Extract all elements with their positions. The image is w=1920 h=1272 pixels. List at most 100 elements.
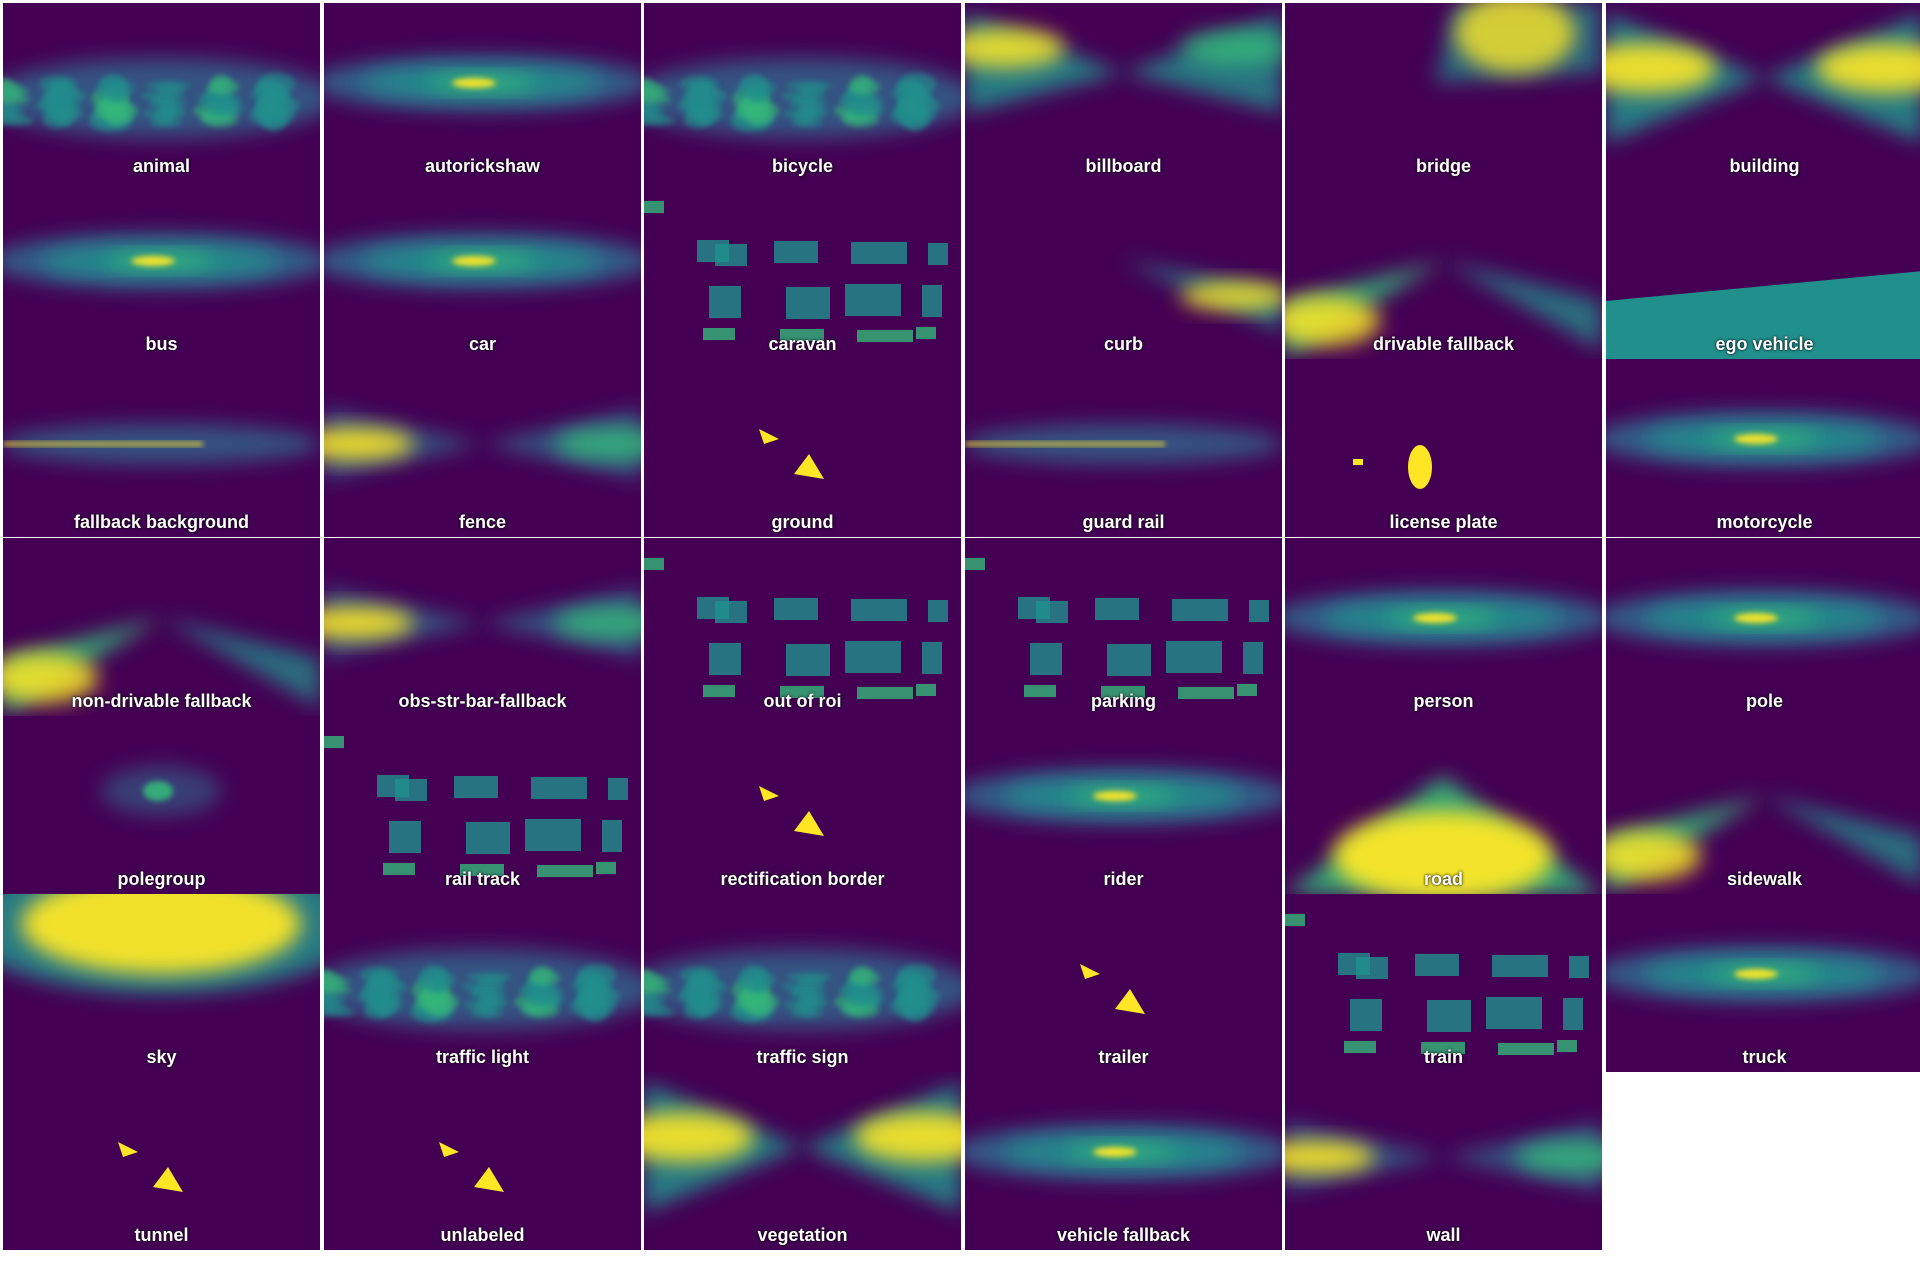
heatmap-tile-caravan: caravan	[644, 181, 961, 359]
heatmap-image	[1285, 894, 1602, 1072]
heatmap-tile-road: road	[1285, 716, 1602, 894]
heatmap-label: bridge	[1415, 156, 1471, 176]
heatmap-tile-unlabeled: unlabeled	[324, 1072, 641, 1250]
heatmap-tile-person: person	[1285, 538, 1602, 716]
heatmap-label: bicycle	[771, 156, 834, 176]
heatmap-tile-traffic-light: traffic light	[324, 894, 641, 1072]
heatmap-label: sky	[146, 1047, 177, 1067]
heatmap-label: pole	[1745, 691, 1783, 711]
heatmap-image	[1285, 538, 1602, 716]
heatmap-label: drivable fallback	[1372, 334, 1515, 354]
heatmap-image	[965, 3, 1282, 181]
heatmap-label: rider	[1103, 869, 1144, 889]
heatmap-image	[644, 894, 961, 1072]
heatmap-tile-animal: animal	[3, 3, 320, 181]
heatmap-label: train	[1423, 1047, 1463, 1067]
heatmap-tile-fallback-background: fallback background	[3, 359, 320, 537]
heatmap-tile-vehicle-fallback: vehicle fallback	[965, 1072, 1282, 1250]
heatmap-image	[644, 3, 961, 181]
heatmap-image	[1285, 3, 1602, 181]
heatmap-tile-polegroup: polegroup	[3, 716, 320, 894]
heatmap-label: guard rail	[1082, 512, 1165, 532]
heatmap-tile-car: car	[324, 181, 641, 359]
heatmap-image	[324, 181, 641, 359]
heatmap-tile-license-plate: license plate	[1285, 359, 1602, 537]
heatmap-tile-non-drivable-fallback: non-drivable fallback	[3, 538, 320, 716]
heatmap-tile-bridge: bridge	[1285, 3, 1602, 181]
heatmap-tile-wall: wall	[1285, 1072, 1602, 1250]
heatmap-label: tunnel	[134, 1225, 189, 1245]
heatmap-image	[324, 894, 641, 1072]
heatmap-tile-vegetation: vegetation	[644, 1072, 961, 1250]
heatmap-tile-out-of-roi: out of roi	[644, 538, 961, 716]
heatmap-label: caravan	[768, 334, 837, 354]
heatmap-image	[965, 716, 1282, 894]
heatmap-tile-bicycle: bicycle	[644, 3, 961, 181]
heatmap-label: road	[1423, 869, 1463, 889]
heatmap-label: billboard	[1085, 156, 1162, 176]
heatmap-label: parking	[1090, 691, 1156, 711]
heatmap-image	[644, 716, 961, 894]
heatmap-label: ground	[771, 512, 834, 532]
heatmap-label: rail track	[444, 869, 521, 889]
heatmap-image	[1606, 3, 1920, 181]
heatmap-image	[965, 181, 1282, 359]
heatmap-image	[3, 716, 320, 894]
heatmap-image	[1285, 359, 1602, 537]
heatmap-image	[3, 359, 320, 537]
heatmap-image	[1285, 1072, 1602, 1250]
heatmap-tile-pole: pole	[1606, 538, 1920, 716]
heatmap-image	[1285, 716, 1602, 894]
heatmap-tile-bus: bus	[3, 181, 320, 359]
heatmap-label: obs-str-bar-fallback	[398, 691, 567, 711]
heatmap-label: truck	[1742, 1047, 1787, 1067]
heatmap-tile-ground: ground	[644, 359, 961, 537]
heatmap-image	[324, 1072, 641, 1250]
heatmap-image	[3, 538, 320, 716]
heatmap-image	[965, 359, 1282, 537]
heatmap-image	[965, 1072, 1282, 1250]
heatmap-label: trailer	[1098, 1047, 1149, 1067]
heatmap-tile-trailer: trailer	[965, 894, 1282, 1072]
heatmap-tile-rail-track: rail track	[324, 716, 641, 894]
heatmap-image	[644, 538, 961, 716]
heatmap-label: person	[1413, 691, 1474, 711]
heatmap-tile-sky: sky	[3, 894, 320, 1072]
heatmap-label: curb	[1103, 334, 1143, 354]
heatmap-label: polegroup	[117, 869, 206, 889]
heatmap-label: car	[468, 334, 497, 354]
heatmap-label: fallback background	[73, 512, 250, 532]
heatmap-tile-rectification-border: rectification border	[644, 716, 961, 894]
heatmap-label: building	[1729, 156, 1800, 176]
heatmap-label: rectification border	[720, 869, 885, 889]
heatmap-image	[3, 181, 320, 359]
heatmap-label: motorcycle	[1716, 512, 1813, 532]
heatmap-image	[965, 538, 1282, 716]
heatmap-image	[324, 359, 641, 537]
heatmap-tile-motorcycle: motorcycle	[1606, 359, 1920, 537]
heatmap-label: non-drivable fallback	[71, 691, 252, 711]
heatmap-tile-curb: curb	[965, 181, 1282, 359]
heatmap-tile-parking: parking	[965, 538, 1282, 716]
heatmap-tile-billboard: billboard	[965, 3, 1282, 181]
heatmap-image	[965, 894, 1282, 1072]
heatmap-image	[3, 1072, 320, 1250]
heatmap-image	[644, 181, 961, 359]
heatmap-label: out of roi	[763, 691, 842, 711]
heatmap-image	[3, 894, 320, 1072]
heatmap-tile-fence: fence	[324, 359, 641, 537]
heatmap-image	[1606, 359, 1920, 537]
heatmap-image	[1606, 716, 1920, 894]
heatmap-tile-traffic-sign: traffic sign	[644, 894, 961, 1072]
heatmap-tile-truck: truck	[1606, 894, 1920, 1072]
heatmap-tile-tunnel: tunnel	[3, 1072, 320, 1250]
heatmap-image	[3, 3, 320, 181]
heatmap-tile-train: train	[1285, 894, 1602, 1072]
heatmap-tile-sidewalk: sidewalk	[1606, 716, 1920, 894]
heatmap-image	[1606, 894, 1920, 1072]
heatmap-image	[1285, 181, 1602, 359]
heatmap-label: traffic light	[436, 1047, 529, 1067]
heatmap-tile-rider: rider	[965, 716, 1282, 894]
heatmap-image	[1606, 181, 1920, 359]
